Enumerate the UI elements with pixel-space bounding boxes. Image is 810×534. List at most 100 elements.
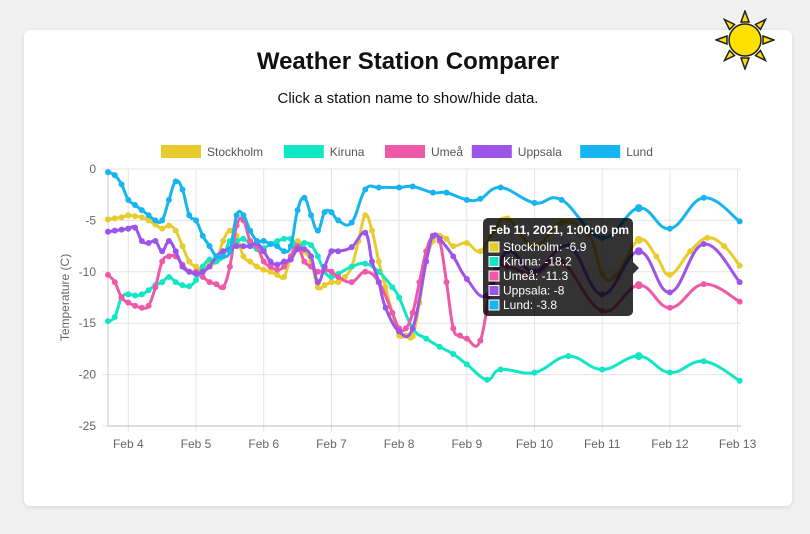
data-point [294,246,301,253]
data-point [362,186,369,193]
data-point [105,271,111,278]
data-point [558,196,565,203]
y-tick-label: -25 [79,419,97,433]
data-point [165,196,172,203]
data-point [409,333,416,340]
data-point [165,237,172,244]
data-point [335,279,342,286]
data-point [335,217,342,224]
x-tick-label: Feb 11 [584,437,621,451]
data-point [267,258,274,265]
data-point [206,256,213,263]
data-point [700,241,707,248]
data-point [301,240,308,247]
data-point [565,353,572,360]
data-point [450,243,457,250]
data-point [348,244,355,251]
data-point [634,204,643,213]
data-point [287,256,294,263]
data-point [375,279,382,286]
data-point [362,260,369,267]
data-point [281,273,288,280]
data-point [152,217,159,224]
data-point [736,377,743,384]
data-point [260,237,267,244]
data-point [634,247,643,256]
data-point [172,248,179,255]
data-point [105,169,111,176]
tooltip-swatch [488,270,500,282]
data-point [450,253,457,260]
data-point [666,304,673,311]
data-point [105,228,111,235]
tooltip-swatch [488,299,500,311]
data-point [443,189,450,196]
data-point [159,279,166,286]
legend-item-lund[interactable]: Lund [580,145,653,159]
data-point [457,332,464,339]
y-tick-label: 0 [89,162,96,176]
data-point [220,237,227,244]
y-tick-label: -10 [79,265,97,279]
data-point [477,337,484,344]
data-point [274,266,281,273]
data-point [287,243,294,250]
data-point [240,243,247,250]
data-point [132,201,139,208]
data-point [240,235,247,242]
data-point [443,279,450,286]
data-point [125,225,132,232]
data-point [700,358,707,365]
data-point [477,195,484,202]
data-point [267,241,274,248]
data-point [213,253,220,260]
data-point [281,235,288,242]
x-tick-label: Feb 7 [316,437,347,451]
tooltip-swatch [488,285,500,296]
data-point [328,273,335,280]
data-point [402,325,409,332]
data-point [704,234,711,241]
legend-item-kiruna[interactable]: Kiruna [283,145,365,159]
data-point [220,253,227,260]
legend-item-stockholm[interactable]: Stockholm [161,145,263,159]
data-point [396,328,403,335]
data-point [145,240,152,247]
legend-label: Umeå [431,145,463,159]
data-point [736,279,743,286]
sun-icon [715,10,775,70]
data-point [736,218,743,225]
data-point [165,222,172,229]
data-point [409,183,416,190]
x-tick-label: Feb 12 [651,437,689,451]
data-point [308,212,315,219]
y-tick-label: -20 [79,368,97,382]
data-point [308,242,315,249]
data-point [179,243,186,250]
data-point [396,294,403,301]
legend-item-umeå[interactable]: Umeå [385,145,463,159]
series-line [107,225,741,339]
data-point [172,279,179,286]
x-tick-label: Feb 9 [451,437,482,451]
x-tick-label: Feb 6 [248,437,279,451]
page-subtitle: Click a station name to show/hide data. [277,90,539,107]
data-point [314,227,321,234]
data-point [348,263,355,270]
data-point [666,271,673,278]
data-point [125,196,132,203]
data-point [423,258,430,265]
data-point [348,219,355,226]
data-point [138,291,145,298]
data-point [165,273,172,280]
data-point [105,216,111,223]
x-tick-label: Feb 4 [113,437,144,451]
data-point [463,361,470,368]
data-point [531,199,538,206]
data-point [253,263,260,270]
data-point [328,268,335,275]
temperature-chart[interactable]: 0 -5 -10 -15 -20 -25 Feb 4 Feb 5 Feb 6 Feb 7 Feb 8… [24,30,792,506]
legend-item-uppsala[interactable]: Uppsala [471,145,562,159]
data-point [247,258,254,265]
data-point [159,258,166,265]
